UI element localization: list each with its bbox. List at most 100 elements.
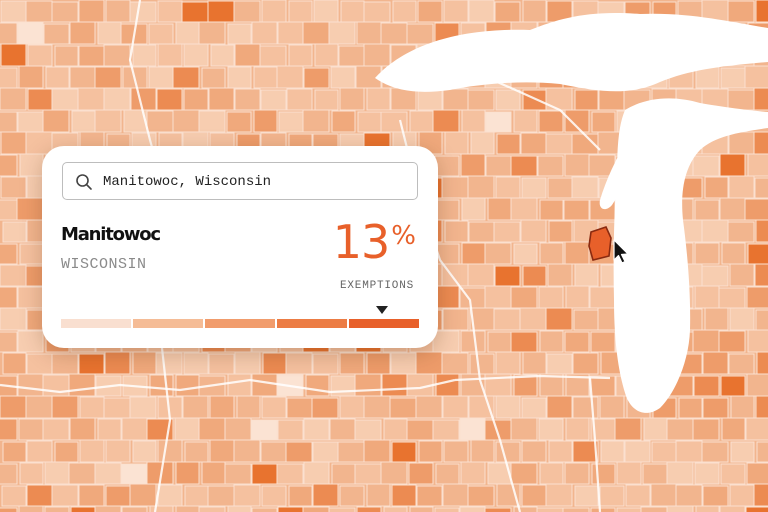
- county-tile[interactable]: [42, 418, 70, 441]
- county-tile[interactable]: [44, 461, 70, 485]
- county-tile[interactable]: [51, 484, 79, 507]
- county-tile[interactable]: [17, 330, 44, 353]
- county-tile[interactable]: [208, 87, 235, 111]
- county-tile[interactable]: [26, 440, 53, 463]
- county-tile[interactable]: [408, 462, 434, 485]
- county-tile[interactable]: [276, 65, 304, 89]
- county-tile[interactable]: [692, 329, 720, 353]
- county-tile[interactable]: [17, 373, 44, 397]
- county-tile[interactable]: [510, 331, 538, 353]
- county-tile[interactable]: [391, 441, 417, 463]
- county-tile[interactable]: [461, 242, 486, 265]
- county-tile[interactable]: [78, 0, 105, 23]
- county-tile[interactable]: [545, 87, 573, 111]
- county-tile[interactable]: [201, 67, 226, 89]
- county-tile[interactable]: [539, 199, 564, 221]
- county-tile[interactable]: [563, 199, 590, 221]
- county-tile[interactable]: [302, 21, 330, 45]
- county-tile[interactable]: [356, 21, 382, 45]
- county-tile[interactable]: [184, 441, 209, 463]
- county-tile[interactable]: [305, 374, 330, 397]
- county-tile[interactable]: [727, 0, 755, 23]
- county-tile[interactable]: [26, 353, 53, 375]
- county-tile[interactable]: [487, 331, 512, 353]
- county-tile[interactable]: [415, 351, 443, 375]
- county-tile[interactable]: [288, 485, 313, 507]
- county-tile[interactable]: [278, 111, 304, 133]
- county-tile[interactable]: [495, 395, 521, 419]
- county-tile[interactable]: [443, 0, 469, 23]
- county-tile[interactable]: [434, 507, 460, 512]
- county-tile[interactable]: [331, 110, 356, 133]
- county-tile[interactable]: [0, 307, 27, 331]
- county-tile[interactable]: [721, 242, 746, 265]
- county-tile[interactable]: [19, 243, 44, 265]
- county-tile[interactable]: [614, 417, 642, 441]
- county-tile[interactable]: [435, 373, 460, 397]
- county-tile[interactable]: [546, 353, 573, 375]
- county-tile[interactable]: [418, 440, 443, 463]
- county-tile[interactable]: [467, 175, 495, 199]
- county-tile[interactable]: [69, 21, 96, 45]
- county-tile[interactable]: [132, 351, 157, 375]
- county-tile[interactable]: [94, 109, 122, 133]
- county-tile[interactable]: [261, 0, 287, 23]
- county-tile[interactable]: [260, 441, 287, 463]
- county-tile[interactable]: [756, 441, 768, 463]
- county-tile[interactable]: [253, 109, 278, 133]
- county-tile[interactable]: [234, 88, 261, 111]
- county-tile[interactable]: [441, 176, 469, 199]
- county-tile[interactable]: [510, 417, 538, 441]
- county-tile[interactable]: [494, 265, 521, 287]
- county-tile[interactable]: [565, 373, 590, 397]
- county-tile[interactable]: [356, 506, 382, 512]
- county-tile[interactable]: [389, 397, 417, 419]
- county-tile[interactable]: [590, 507, 616, 512]
- county-tile[interactable]: [624, 440, 651, 463]
- county-tile[interactable]: [224, 463, 252, 485]
- county-tile[interactable]: [564, 462, 590, 485]
- highlighted-county-manitowoc[interactable]: [588, 226, 612, 261]
- county-tile[interactable]: [354, 373, 382, 397]
- county-tile[interactable]: [467, 485, 495, 507]
- county-tile[interactable]: [157, 0, 183, 23]
- county-tile[interactable]: [303, 418, 330, 441]
- county-tile[interactable]: [209, 395, 235, 419]
- county-tile[interactable]: [328, 21, 356, 45]
- county-tile[interactable]: [521, 440, 547, 463]
- county-tile[interactable]: [227, 505, 252, 512]
- county-tile[interactable]: [339, 395, 365, 419]
- county-tile[interactable]: [18, 505, 44, 512]
- county-tile[interactable]: [470, 439, 495, 463]
- county-tile[interactable]: [718, 287, 746, 309]
- county-tile[interactable]: [747, 243, 768, 265]
- county-tile[interactable]: [105, 439, 131, 463]
- county-tile[interactable]: [441, 352, 469, 375]
- county-tile[interactable]: [129, 483, 157, 507]
- county-tile[interactable]: [157, 439, 183, 463]
- county-tile[interactable]: [564, 241, 590, 265]
- county-tile[interactable]: [105, 0, 131, 23]
- county-tile[interactable]: [201, 461, 226, 485]
- county-tile[interactable]: [495, 89, 521, 111]
- county-tile[interactable]: [704, 307, 729, 331]
- county-tile[interactable]: [538, 110, 564, 133]
- county-tile[interactable]: [432, 109, 460, 133]
- county-tile[interactable]: [132, 440, 157, 463]
- county-tile[interactable]: [468, 221, 495, 243]
- county-tile[interactable]: [666, 461, 694, 485]
- county-tile[interactable]: [616, 507, 642, 512]
- county-tile[interactable]: [181, 1, 209, 23]
- county-tile[interactable]: [45, 66, 70, 89]
- county-tile[interactable]: [183, 88, 209, 111]
- county-tile[interactable]: [744, 65, 768, 89]
- county-tile[interactable]: [286, 397, 313, 419]
- county-tile[interactable]: [51, 88, 79, 111]
- county-tile[interactable]: [312, 483, 339, 507]
- county-tile[interactable]: [702, 397, 729, 419]
- county-tile[interactable]: [484, 285, 512, 309]
- county-tile[interactable]: [702, 351, 729, 375]
- county-tile[interactable]: [121, 417, 148, 441]
- county-tile[interactable]: [366, 352, 391, 375]
- county-tile[interactable]: [2, 221, 27, 243]
